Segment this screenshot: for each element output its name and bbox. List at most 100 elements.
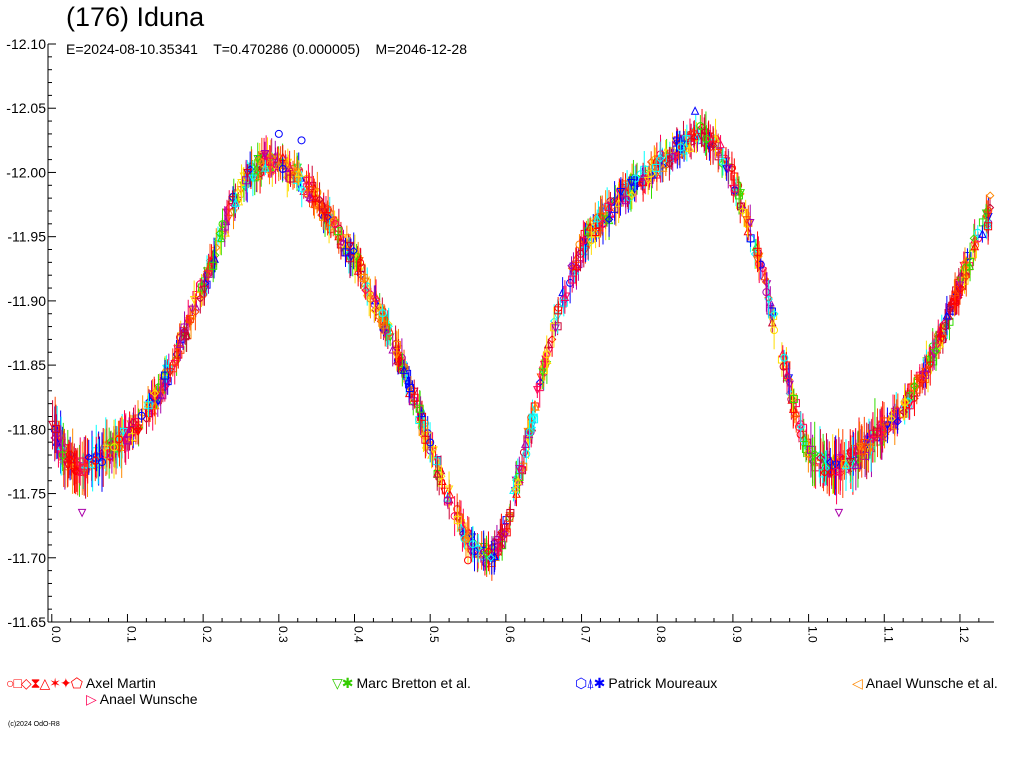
data-point <box>266 151 276 161</box>
data-point <box>941 322 950 331</box>
data-point <box>652 163 661 172</box>
data-point <box>587 236 596 245</box>
data-point <box>630 184 639 194</box>
data-point <box>297 184 306 194</box>
data-point <box>345 254 354 263</box>
data-point <box>658 163 668 172</box>
y-tick-label: -11.75 <box>7 486 46 502</box>
data-point <box>378 309 387 318</box>
data-point <box>432 468 442 478</box>
data-point <box>554 306 563 315</box>
data-point <box>304 176 313 185</box>
data-point <box>831 461 840 470</box>
data-point <box>426 438 435 447</box>
data-point <box>571 261 581 271</box>
data-point <box>568 275 577 284</box>
data-point <box>738 206 747 216</box>
data-point <box>674 151 684 160</box>
data-point <box>834 508 844 518</box>
data-point <box>962 272 971 281</box>
x-tick-label: 0.8 <box>654 626 668 643</box>
data-point <box>796 422 806 432</box>
data-point <box>361 286 370 295</box>
data-point <box>405 384 414 393</box>
data-point <box>492 535 501 544</box>
data-point <box>810 449 819 458</box>
data-point <box>321 212 331 221</box>
data-point <box>511 485 520 494</box>
x-tick-label: 0.5 <box>427 626 441 643</box>
data-point <box>100 444 110 454</box>
data-point <box>156 390 166 400</box>
data-point <box>723 164 733 174</box>
data-point <box>371 295 381 304</box>
y-tick-label: -11.95 <box>7 229 46 245</box>
data-point <box>620 188 629 197</box>
data-point <box>576 249 585 258</box>
data-point <box>200 285 209 295</box>
data-point <box>505 513 514 522</box>
data-point <box>592 213 602 223</box>
data-point <box>145 396 154 405</box>
legend-item-axel-martin: ○□◇⧗△✶✦⬠ Axel Martin <box>6 675 156 692</box>
data-point <box>542 350 551 359</box>
data-point <box>855 442 864 452</box>
data-point <box>960 276 969 285</box>
y-tick-label: -12.00 <box>6 164 46 180</box>
data-point <box>437 476 447 485</box>
data-point <box>419 430 428 439</box>
data-point <box>185 314 194 323</box>
data-point <box>212 243 221 252</box>
data-point <box>671 152 681 162</box>
data-point <box>253 154 263 164</box>
data-point <box>672 137 681 147</box>
data-point <box>468 540 477 549</box>
data-point <box>341 248 350 257</box>
y-tick-label: -12.10 <box>6 36 46 52</box>
data-point <box>893 417 902 426</box>
data-point <box>513 476 523 485</box>
data-point <box>160 371 169 380</box>
data-point <box>762 288 771 297</box>
data-point <box>220 222 229 231</box>
data-point <box>150 400 160 410</box>
data-point <box>150 389 159 398</box>
data-point <box>627 190 637 200</box>
data-point <box>522 450 531 459</box>
data-point <box>950 287 960 297</box>
data-point <box>986 191 995 200</box>
data-point <box>52 429 61 438</box>
data-point <box>65 450 74 459</box>
tick-labels: -12.10 -12.05 -12.00 -11.95 -11.90 -11.85 -11.… <box>6 36 971 643</box>
chart-title: (176) Iduna <box>66 2 205 32</box>
data-point <box>616 188 626 197</box>
data-point <box>736 202 745 211</box>
x-tick-label: 1.2 <box>957 626 971 643</box>
data-point <box>866 443 875 453</box>
legend-symbols-marc-bretton: ▽✱ <box>332 675 353 691</box>
data-point <box>400 363 409 372</box>
data-point <box>604 202 613 211</box>
data-point <box>942 310 952 320</box>
data-point <box>481 559 490 568</box>
data-points <box>48 106 995 581</box>
data-point <box>676 143 685 152</box>
data-point <box>71 466 80 476</box>
data-point <box>936 328 946 338</box>
data-point <box>260 150 270 159</box>
data-point <box>115 435 124 444</box>
data-point <box>690 131 699 141</box>
data-point <box>965 261 975 270</box>
data-point <box>278 164 287 173</box>
data-point <box>821 463 830 473</box>
data-point <box>571 254 581 263</box>
data-point <box>331 220 340 229</box>
data-point <box>392 351 401 361</box>
data-point <box>110 443 119 452</box>
data-point <box>978 229 987 238</box>
data-point <box>75 468 84 477</box>
data-point <box>286 174 295 183</box>
data-point <box>370 306 379 315</box>
data-point <box>388 344 398 354</box>
legend-item-marc-bretton: ▽✱ Marc Bretton et al. <box>332 675 471 692</box>
